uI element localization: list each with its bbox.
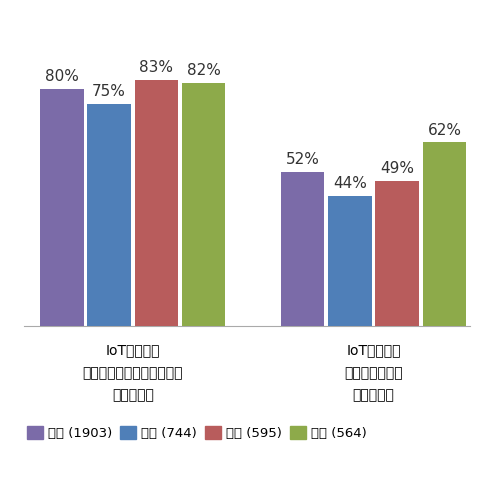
Bar	[135, 80, 178, 326]
Bar	[281, 172, 324, 326]
Bar	[182, 83, 226, 326]
Bar	[40, 89, 84, 326]
Text: 82%: 82%	[187, 63, 221, 78]
Text: 52%: 52%	[286, 153, 320, 168]
Text: 62%: 62%	[427, 123, 461, 138]
Bar	[87, 104, 131, 326]
Bar	[328, 196, 372, 326]
Text: 49%: 49%	[380, 161, 414, 176]
Text: 83%: 83%	[139, 60, 173, 75]
Text: 75%: 75%	[92, 84, 126, 99]
Legend: 全体 (1903), 米国 (744), 日本 (595), 欧州 (564): 全体 (1903), 米国 (744), 日本 (595), 欧州 (564)	[22, 420, 372, 445]
Bar	[423, 142, 466, 326]
Bar	[375, 181, 419, 326]
Text: 80%: 80%	[45, 69, 79, 84]
Text: 44%: 44%	[333, 176, 367, 191]
